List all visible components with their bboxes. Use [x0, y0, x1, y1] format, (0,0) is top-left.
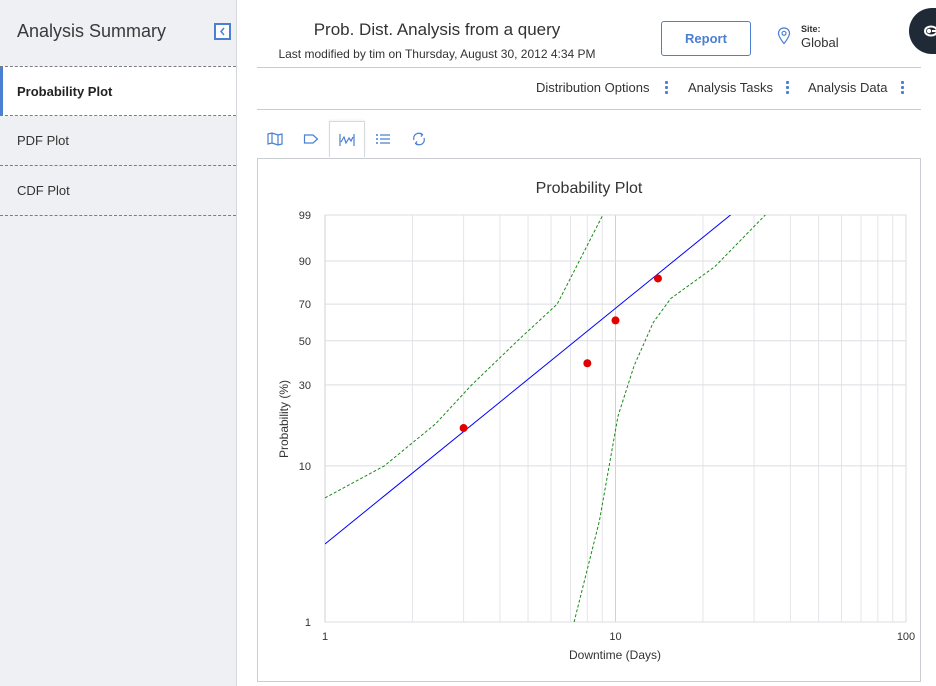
analysis-tasks-kebab-icon[interactable]	[786, 81, 790, 96]
x-axis-label: Downtime (Days)	[569, 648, 661, 662]
y-tick-label: 90	[299, 256, 311, 268]
x-tick-label: 100	[897, 631, 915, 643]
distribution-options-menu[interactable]: Distribution Options	[536, 80, 650, 95]
y-axis-label: Probability (%)	[277, 380, 291, 458]
y-tick-label: 50	[299, 336, 311, 348]
distribution-options-kebab-icon[interactable]	[665, 81, 669, 96]
fit-line	[325, 215, 732, 545]
chart-grid	[324, 214, 907, 623]
analysis-data-menu[interactable]: Analysis Data	[808, 80, 888, 95]
sidebar-item-pdf-plot[interactable]: PDF Plot	[0, 116, 236, 166]
plot-icon	[339, 133, 355, 146]
plot-view-button[interactable]	[329, 121, 365, 157]
map-view-button[interactable]	[257, 121, 293, 157]
sidebar-title: Analysis Summary	[17, 21, 167, 41]
probability-plot-panel: Probability Plot 1 10 30 50 70 90 99 1 10 100 Do…	[257, 158, 921, 682]
list-icon	[376, 134, 390, 144]
data-point	[611, 316, 620, 325]
main-content: Prob. Dist. Analysis from a query Last m…	[237, 0, 936, 686]
y-tick-label: 99	[299, 210, 311, 222]
last-modified-text: Last modified by tim on Thursday, August…	[278, 47, 596, 61]
x-tick-label: 10	[609, 631, 621, 643]
page-title: Prob. Dist. Analysis from a query	[313, 20, 561, 39]
location-pin-icon	[777, 27, 791, 45]
sidebar-item-cdf-plot[interactable]: CDF Plot	[0, 166, 236, 216]
help-tour-button[interactable]	[909, 8, 936, 54]
analysis-menu-bar: Distribution Options Analysis Tasks Anal…	[237, 74, 921, 102]
sidebar-item-label: CDF Plot	[17, 183, 70, 198]
refresh-icon	[413, 132, 425, 146]
chart-title: Probability Plot	[536, 180, 643, 197]
y-tick-label: 10	[299, 461, 311, 473]
lower-confidence-bound	[573, 215, 766, 622]
menu-divider	[257, 109, 921, 110]
report-button[interactable]: Report	[661, 21, 751, 56]
site-value: Global	[801, 35, 839, 50]
map-icon	[267, 132, 283, 146]
collapse-sidebar-button[interactable]	[214, 23, 231, 40]
analysis-tasks-menu[interactable]: Analysis Tasks	[688, 80, 774, 95]
site-label: Site:	[801, 24, 821, 34]
y-tick-label: 1	[305, 617, 311, 629]
title-block: Prob. Dist. Analysis from a query Last m…	[237, 20, 637, 61]
x-axis-ticks: 1 10 100	[322, 631, 915, 643]
chart-series	[325, 215, 766, 622]
sidebar-item-label: Probability Plot	[17, 84, 113, 99]
sidebar-item-probability-plot[interactable]: Probability Plot	[0, 66, 236, 116]
tag-button[interactable]	[293, 121, 329, 157]
list-view-button[interactable]	[365, 121, 401, 157]
tour-icon	[923, 25, 936, 37]
sidebar-item-label: PDF Plot	[17, 133, 70, 148]
data-point	[459, 424, 468, 433]
data-point	[653, 274, 662, 283]
chevron-left-icon	[220, 27, 225, 36]
analysis-data-kebab-icon[interactable]	[901, 81, 905, 96]
sidebar-header: Analysis Summary	[0, 0, 236, 66]
tag-icon	[303, 134, 319, 144]
refresh-button[interactable]	[401, 121, 437, 157]
y-tick-label: 70	[299, 299, 311, 311]
sidebar: Analysis Summary Probability Plot PDF Pl…	[0, 0, 237, 686]
y-axis-ticks: 1 10 30 50 70 90 99	[299, 210, 311, 629]
header-divider	[257, 67, 921, 68]
x-tick-label: 1	[322, 631, 328, 643]
data-point	[583, 359, 592, 368]
y-tick-label: 30	[299, 380, 311, 392]
upper-confidence-bound	[325, 215, 604, 499]
probability-plot-chart: Probability Plot 1 10 30 50 70 90 99 1 10 100 Do…	[277, 180, 915, 662]
